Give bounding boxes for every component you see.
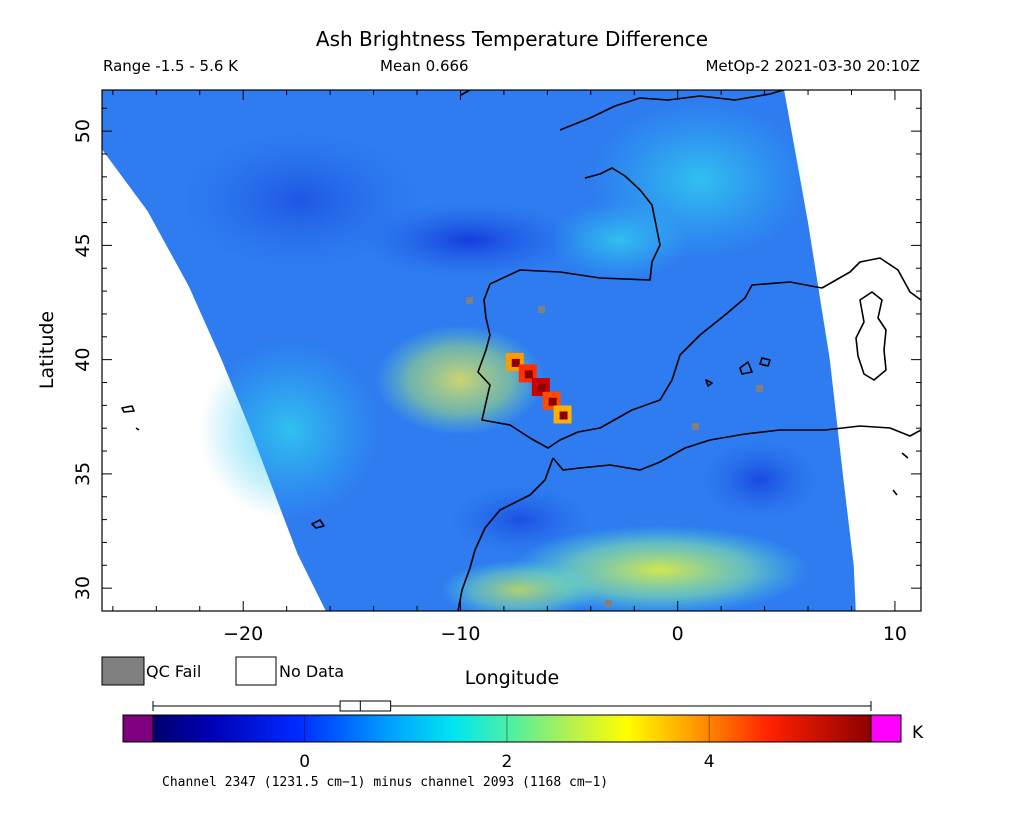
x-tick-label: −20	[223, 623, 263, 645]
ash-plume-core	[548, 397, 557, 406]
colorbar-overflow	[870, 714, 902, 743]
y-axis-label: Latitude	[36, 311, 58, 389]
x-tick-label: 0	[672, 623, 684, 645]
y-tick-label: 35	[72, 462, 94, 486]
colorbar-tick-label: 4	[704, 752, 715, 772]
qc-fail-pixel	[692, 423, 699, 430]
ash-plume-core	[559, 411, 568, 420]
x-tick-label: −10	[440, 623, 480, 645]
ash-plume-core	[524, 370, 533, 379]
x-axis-label: Longitude	[465, 667, 560, 689]
qc-fail-label: QC Fail	[146, 662, 201, 681]
ash-plume-core	[511, 358, 520, 367]
y-tick-label: 30	[72, 576, 94, 600]
map-frame	[101, 89, 922, 612]
x-tick-label: 10	[883, 623, 907, 645]
y-tick-labels: 30 35 40 45 50	[72, 119, 94, 600]
no-data-swatch	[235, 656, 277, 686]
colorbar: 0 2 4 K Channel 2347 (1231.5 cm−1) minus c…	[122, 700, 924, 790]
qc-fail-swatch	[101, 656, 145, 686]
ash-plume-core	[537, 384, 546, 393]
y-tick-label: 50	[72, 119, 94, 143]
map-panel: −20 −10 0 10 30 35 40 45 50	[72, 89, 922, 645]
x-tick-labels: −20 −10 0 10	[223, 623, 907, 645]
y-tick-label: 40	[72, 348, 94, 372]
colorbar-ticks: 0 2 4	[299, 715, 715, 772]
satellite-time-label: MetOp-2 2021-03-30 20:10Z	[705, 57, 920, 75]
qc-fail-pixel	[538, 306, 545, 313]
figure-title: Ash Brightness Temperature Difference	[316, 27, 708, 51]
colorbar-quartile-box	[339, 700, 392, 712]
y-tick-label: 45	[72, 233, 94, 257]
qc-fail-pixel	[605, 600, 612, 607]
range-label: Range -1.5 - 5.6 K	[103, 57, 239, 75]
legend: QC Fail No Data	[101, 656, 344, 686]
colorbar-caption: Channel 2347 (1231.5 cm−1) minus channel…	[162, 775, 608, 790]
colorbar-tick-label: 0	[299, 752, 310, 772]
colorbar-underflow	[122, 714, 154, 743]
mean-label: Mean 0.666	[380, 57, 469, 75]
colorbar-unit: K	[912, 723, 924, 743]
qc-fail-pixel	[756, 385, 763, 392]
qc-fail-pixel	[466, 297, 473, 304]
colorbar-gradient	[152, 714, 872, 743]
coastlines	[121, 90, 921, 611]
colorbar-tick-label: 2	[502, 752, 513, 772]
map-ticks	[102, 90, 921, 612]
ash-plume	[505, 352, 572, 424]
no-data-label: No Data	[279, 662, 344, 681]
